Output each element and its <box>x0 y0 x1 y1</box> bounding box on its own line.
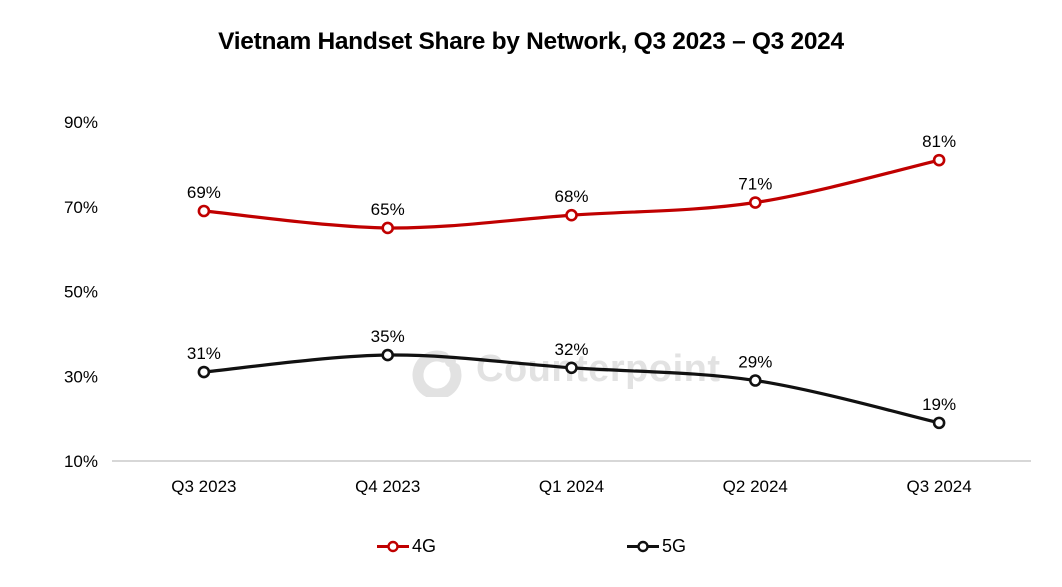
data-label-5g: 35% <box>371 327 405 346</box>
legend-marker-5g-icon <box>627 540 659 553</box>
chart-legend: 4G 5G <box>0 536 1062 557</box>
data-label-5g: 32% <box>554 340 588 359</box>
x-axis-tick-label: Q2 2024 <box>723 477 788 496</box>
data-point-5g <box>381 348 395 362</box>
x-axis-tick-label: Q4 2023 <box>355 477 420 496</box>
legend-label-4g: 4G <box>411 536 436 556</box>
data-point-4g <box>748 196 762 209</box>
data-point-4g <box>197 204 211 218</box>
data-label-5g: 29% <box>738 352 772 371</box>
data-point-5g <box>565 361 578 375</box>
y-axis-tick-label: 10% <box>64 452 98 471</box>
x-axis-tick-label: Q1 2024 <box>539 477 604 496</box>
x-axis-tick-label: Q3 2024 <box>906 477 971 496</box>
y-axis-tick-label: 70% <box>64 198 98 217</box>
data-point-4g <box>932 153 946 167</box>
data-point-5g <box>748 374 762 387</box>
data-label-4g: 68% <box>554 187 588 206</box>
data-point-5g <box>932 416 946 430</box>
data-label-5g: 19% <box>922 395 956 414</box>
data-label-5g: 31% <box>187 344 221 363</box>
legend-marker-4g-icon <box>376 540 409 553</box>
legend-item-5g: 5G <box>626 536 686 557</box>
data-label-4g: 81% <box>922 132 956 151</box>
legend-item-4g: 4G <box>376 536 436 557</box>
data-point-4g <box>565 208 578 222</box>
y-axis-tick-label: 30% <box>64 367 98 386</box>
legend-label-5g: 5G <box>662 536 687 556</box>
y-axis-tick-label: 50% <box>64 283 98 302</box>
data-label-4g: 71% <box>738 175 772 194</box>
data-label-4g: 69% <box>187 183 221 202</box>
y-axis-tick-label: 90% <box>64 113 98 132</box>
data-point-5g <box>197 365 211 379</box>
data-point-4g <box>381 221 395 235</box>
x-axis-tick-label: Q3 2023 <box>171 477 236 496</box>
data-label-4g: 65% <box>371 200 405 219</box>
chart-title: Vietnam Handset Share by Network, Q3 202… <box>218 28 844 55</box>
